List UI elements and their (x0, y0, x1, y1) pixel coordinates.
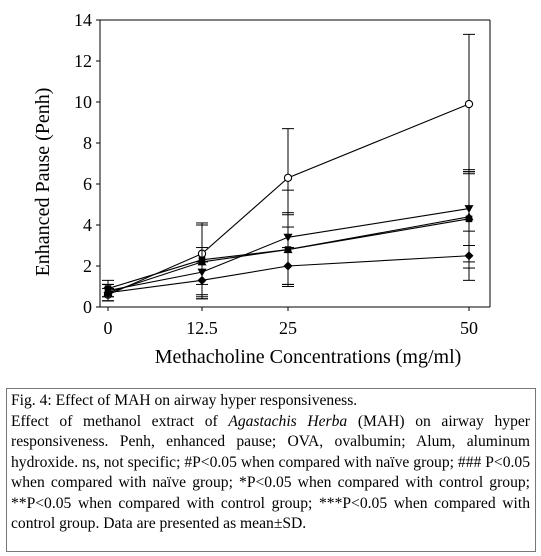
y-tick-label: 10 (74, 92, 92, 112)
y-tick-label: 2 (83, 256, 92, 276)
y-tick-label: 4 (83, 215, 92, 235)
data-point (103, 288, 113, 298)
data-point (197, 275, 207, 285)
series-5 (102, 230, 475, 302)
y-tick-label: 14 (74, 10, 92, 30)
data-point (464, 251, 474, 261)
y-tick-label: 12 (74, 51, 92, 71)
x-tick-label: 12.5 (186, 318, 218, 338)
series-line (107, 216, 470, 294)
caption-text-end: (MAH) on airway hyper responsiveness. Pe… (11, 412, 530, 533)
data-point (464, 99, 474, 109)
series-line (107, 255, 470, 294)
y-tick-label: 8 (83, 133, 92, 153)
data-point (283, 261, 293, 271)
x-tick-label: 0 (104, 318, 113, 338)
series-layer (102, 33, 475, 302)
x-tick-label: 25 (279, 318, 297, 338)
figure: 0 2 4 6 8 10 12 14 0 12.5 25 50 Enhanced Pause (Pen… (32, 10, 491, 368)
x-tick-label: 50 (460, 318, 478, 338)
y-axis-title: Enhanced Pause (Penh) (32, 88, 54, 277)
axes: 0 2 4 6 8 10 12 14 0 12.5 25 50 (74, 10, 491, 338)
caption-text-start: Effect of methanol extract of (11, 412, 229, 430)
figure-caption: Fig. 4: Effect of MAH on airway hyper re… (6, 388, 536, 552)
data-point (464, 212, 474, 221)
y-tick-label: 0 (83, 297, 92, 317)
line-chart: 0 2 4 6 8 10 12 14 0 12.5 25 50 Enhanced Pause (Pen… (32, 10, 491, 368)
caption-italic-name: Agastachis Herba (228, 412, 348, 430)
data-point (283, 173, 293, 182)
caption-body: Effect of methanol extract of Agastachis… (11, 412, 530, 535)
series-line (107, 218, 470, 290)
y-tick-label: 6 (83, 174, 92, 194)
caption-fig-label: Fig. 4: Effect of MAH on airway hyper re… (11, 392, 358, 409)
x-axis-title: Methacholine Concentrations (mg/ml) (155, 346, 462, 368)
